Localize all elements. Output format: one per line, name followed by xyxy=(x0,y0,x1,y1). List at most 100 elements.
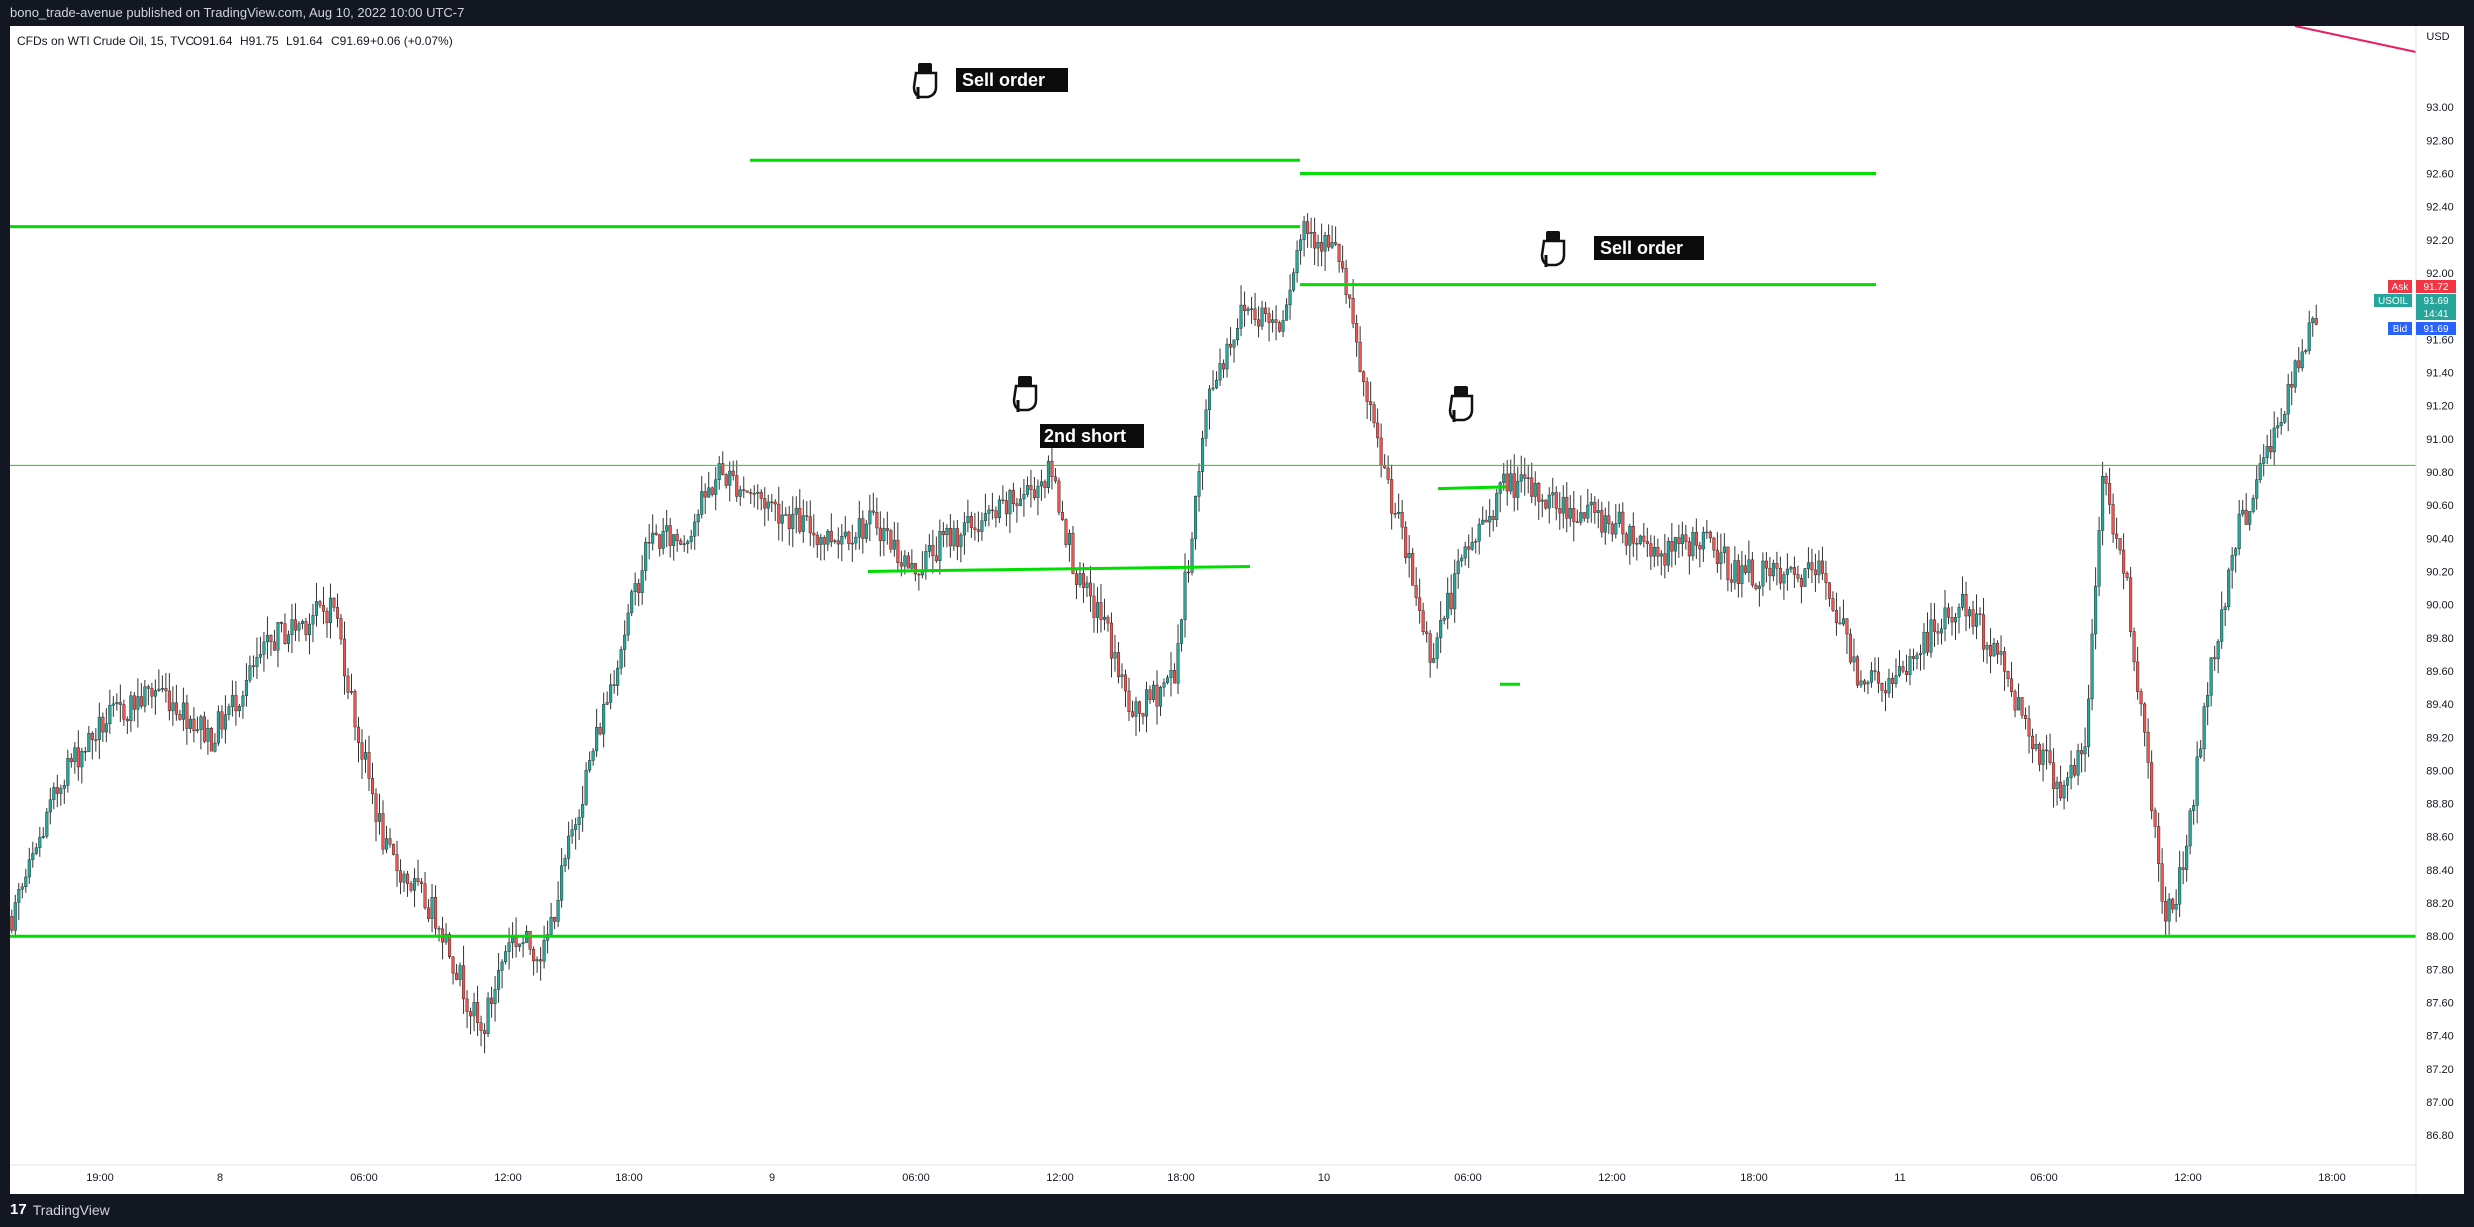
candle-body xyxy=(129,695,133,722)
candle-body xyxy=(1477,523,1481,542)
candle-body xyxy=(1158,686,1163,707)
candle-body xyxy=(1060,511,1064,520)
candle-body xyxy=(1733,560,1737,583)
candle-body xyxy=(1957,607,1961,618)
candle-body xyxy=(1554,492,1558,509)
candle-body xyxy=(1250,308,1254,310)
candle-body xyxy=(1918,653,1923,656)
candle-body xyxy=(2230,555,2234,571)
ohlc-close: C91.69 xyxy=(331,34,370,48)
candle-body xyxy=(213,742,217,752)
candle-body xyxy=(2293,360,2297,388)
annotation-sell-order-2[interactable]: Sell order xyxy=(1540,231,1704,267)
candle-body xyxy=(1519,474,1523,482)
candle-body xyxy=(73,747,77,763)
candle-body xyxy=(1785,568,1789,575)
candle-body xyxy=(251,665,255,667)
candle-body xyxy=(118,702,122,705)
candle-body xyxy=(374,793,378,822)
candle-body xyxy=(20,886,24,890)
level-line[interactable] xyxy=(1437,485,1507,491)
time-tick-label: 12:00 xyxy=(1046,1172,1074,1184)
price-chart[interactable]: CFDs on WTI Crude Oil, 15, TVC O91.64 H9… xyxy=(0,25,2464,1194)
candle-body xyxy=(899,562,903,567)
annotation-label: Sell order xyxy=(1600,238,1683,258)
candle-body xyxy=(171,702,175,712)
annotation-sell-order-1[interactable]: Sell order xyxy=(912,63,1068,99)
candle-body xyxy=(815,534,819,545)
candle-body xyxy=(1425,631,1429,634)
candle-body xyxy=(1862,680,1866,685)
candle-body xyxy=(2185,845,2189,870)
candle-body xyxy=(1932,619,1937,632)
candle-body xyxy=(1953,617,1958,623)
candle-body xyxy=(87,732,91,753)
candle-body xyxy=(1638,535,1642,544)
candle-body xyxy=(1989,644,1993,657)
candle-body xyxy=(2269,446,2273,453)
candle-body xyxy=(1257,319,1261,327)
candle-body xyxy=(644,542,648,571)
candle-body xyxy=(1866,682,1870,685)
candle-body xyxy=(973,527,977,530)
candle-body xyxy=(321,604,326,612)
level-line[interactable] xyxy=(867,564,1251,573)
candle-body xyxy=(469,1011,473,1017)
time-axis[interactable]: 19:00 8 06:00 12:00 18:00 9 06:00 12:00 18:00 10 0… xyxy=(86,1172,2346,1184)
candle-body xyxy=(202,716,206,742)
candle-body xyxy=(483,1030,487,1034)
candle-body xyxy=(997,499,1001,519)
time-tick-label: 11 xyxy=(1894,1172,1905,1184)
candle-body xyxy=(1561,496,1565,514)
candle-body xyxy=(2300,351,2304,369)
price-tick-label: 89.20 xyxy=(2426,732,2454,744)
candle-body xyxy=(2227,569,2231,608)
candle-body xyxy=(262,641,266,655)
candle-body xyxy=(1817,560,1821,576)
tradingview-brand[interactable]: 17 TradingView xyxy=(10,1201,110,1218)
trend-line[interactable] xyxy=(2294,25,2417,53)
candle-body xyxy=(1880,682,1884,691)
candle-body xyxy=(497,970,501,990)
price-tick-label: 92.20 xyxy=(2426,235,2454,247)
candle-body xyxy=(1229,343,1233,348)
candle-body xyxy=(381,813,385,850)
price-axis[interactable]: 93.0092.8092.6092.4092.2092.0091.8091.60… xyxy=(2426,102,2454,1142)
candle-body xyxy=(80,751,84,768)
candle-body xyxy=(395,854,399,871)
candle-body xyxy=(10,916,14,931)
annotation-2nd-short[interactable]: 2nd short xyxy=(1012,376,1144,448)
candle-body xyxy=(1179,619,1184,644)
candle-body xyxy=(1750,559,1754,586)
candle-body xyxy=(1820,560,1824,574)
candle-body xyxy=(90,732,94,740)
candle-body xyxy=(1740,565,1744,585)
candle-body xyxy=(598,726,602,735)
candle-body xyxy=(437,928,441,930)
candle-body xyxy=(1011,490,1015,505)
candle-body xyxy=(500,961,504,971)
candle-body xyxy=(356,726,361,743)
candle-body xyxy=(1719,552,1723,564)
candle-body xyxy=(2255,479,2259,499)
candle-body xyxy=(710,487,714,495)
candle-body xyxy=(612,684,616,686)
candle-body xyxy=(742,489,746,492)
last-price-bg xyxy=(2416,294,2456,320)
candle-body xyxy=(672,534,676,546)
candle-body xyxy=(885,528,889,531)
candle-body xyxy=(342,638,347,677)
last-price-tag: USOIL 91.69 14:41 xyxy=(2374,294,2456,320)
candle-body xyxy=(2108,483,2112,505)
candle-body xyxy=(209,728,213,752)
price-tick-label: 88.20 xyxy=(2426,898,2454,910)
candle-body xyxy=(328,597,333,624)
candle-body xyxy=(1523,474,1527,479)
candle-body xyxy=(2234,548,2238,556)
candle-body xyxy=(840,536,844,545)
candle-body xyxy=(2209,657,2213,696)
candle-body xyxy=(1834,610,1838,624)
candle-body xyxy=(31,853,35,860)
candle-body xyxy=(983,513,987,522)
candle-body xyxy=(125,718,129,722)
